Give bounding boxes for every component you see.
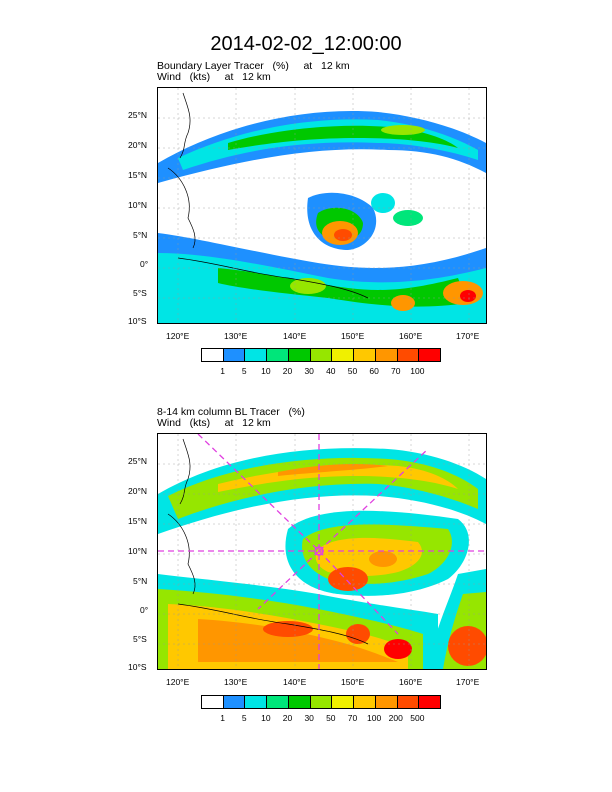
colorbar-swatch (267, 696, 289, 708)
lat-label: 10°N (128, 200, 147, 210)
lon-label: 170°E (456, 677, 480, 687)
colorbar-label: 70 (390, 366, 401, 376)
lon-label: 150°E (341, 677, 365, 687)
lat-label: 25°N (128, 456, 147, 466)
colorbar-top (201, 348, 441, 362)
lat-label: 10°S (128, 316, 147, 326)
lat-label: 15°N (128, 170, 147, 180)
colorbar-swatch (202, 349, 224, 361)
lon-label: 170°E (456, 331, 480, 341)
lon-label: 140°E (283, 331, 307, 341)
colorbar-bottom (201, 695, 441, 709)
lat-label: 10°N (128, 546, 147, 556)
colorbar-label: 50 (326, 713, 336, 723)
lat-label: 20°N (128, 140, 147, 150)
colorbar-label: 30 (304, 366, 314, 376)
colorbar-label: 100 (366, 713, 382, 723)
colorbar-swatch (223, 696, 246, 708)
colorbar-label: 50 (347, 366, 358, 376)
colorbar-label: 100 (410, 366, 425, 376)
colorbar-swatch (332, 349, 355, 361)
colorbar-swatch (202, 696, 224, 708)
colorbar-label: 5 (241, 713, 247, 723)
lon-label: 130°E (224, 677, 248, 687)
colorbar-swatch (310, 696, 333, 708)
colorbar-label: 500 (410, 713, 425, 723)
lon-label: 140°E (283, 677, 307, 687)
lat-label: 0° (140, 605, 149, 615)
panel1-subtitle-2: Wind (kts) at 12 km (157, 71, 271, 83)
colorbar-swatch (375, 349, 398, 361)
colorbar-swatch (310, 349, 333, 361)
colorbar-swatch (397, 349, 420, 361)
lat-label: 0° (140, 259, 149, 269)
colorbar-label: 10 (261, 713, 271, 723)
colorbar-swatch (267, 349, 289, 361)
colorbar-swatch (419, 349, 441, 361)
colorbar-label: 20 (282, 713, 293, 723)
panel2-subtitle-2: Wind (kts) at 12 km (157, 417, 271, 429)
tracer-map-bottom (157, 433, 487, 670)
lon-label: 150°E (341, 331, 365, 341)
colorbar-swatch (397, 696, 420, 708)
colorbar-swatch (332, 696, 355, 708)
colorbar-label: 40 (326, 366, 336, 376)
page-title: 2014-02-02_12:00:00 (210, 33, 402, 55)
colorbar-label: 1 (220, 366, 225, 376)
colorbar-swatch (375, 696, 398, 708)
lon-label: 160°E (399, 677, 423, 687)
colorbar-label: 70 (347, 713, 358, 723)
colorbar-label: 200 (388, 713, 403, 723)
lat-label: 25°N (128, 110, 147, 120)
panel2-subtitle-1: 8-14 km column BL Tracer (%) (157, 406, 305, 418)
lon-label: 130°E (224, 331, 248, 341)
lat-label: 10°S (128, 662, 147, 672)
colorbar-swatch (419, 696, 441, 708)
lon-label: 160°E (399, 331, 423, 341)
tracer-map-top (157, 87, 487, 324)
colorbar-label: 1 (220, 713, 225, 723)
panel1-subtitle-1: Boundary Layer Tracer (%) at 12 km (157, 60, 350, 72)
lat-label: 5°S (133, 288, 147, 298)
colorbar-swatch (354, 696, 376, 708)
lat-label: 20°N (128, 486, 147, 496)
colorbar-swatch (354, 349, 376, 361)
lat-label: 5°S (133, 634, 147, 644)
lat-label: 15°N (128, 516, 147, 526)
colorbar-swatch (245, 349, 268, 361)
colorbar-label: 5 (241, 366, 247, 376)
colorbar-swatch (245, 696, 268, 708)
lat-label: 5°N (133, 230, 148, 240)
colorbar-swatch (288, 349, 311, 361)
colorbar-swatch (288, 696, 311, 708)
lon-label: 120°E (166, 677, 190, 687)
lat-label: 5°N (133, 576, 148, 586)
colorbar-label: 30 (304, 713, 314, 723)
colorbar-swatch (223, 349, 246, 361)
colorbar-label: 10 (261, 366, 271, 376)
colorbar-label: 20 (282, 366, 293, 376)
colorbar-label: 60 (369, 366, 379, 376)
lon-label: 120°E (166, 331, 190, 341)
